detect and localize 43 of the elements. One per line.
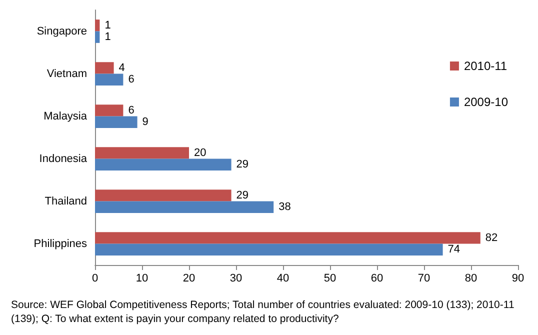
data-label: 6 <box>128 74 134 86</box>
bar <box>95 244 443 256</box>
data-label: 6 <box>128 104 134 116</box>
data-label: 82 <box>485 232 498 244</box>
source-note: Source: WEF Global Competitiveness Reports; Total number of countries evaluated: 2009-10 (133); 2010-11 (139); Q: To what extent is payin your company related to productivity? <box>11 299 518 325</box>
bar <box>95 31 100 43</box>
y-tick-label: Thailand <box>44 195 87 208</box>
bar <box>95 147 189 159</box>
data-label: 4 <box>118 62 125 74</box>
x-tick-label: 10 <box>136 272 148 284</box>
bar <box>95 201 274 213</box>
x-tick-label: 20 <box>182 272 196 284</box>
y-tick-label: Philippines <box>34 238 88 250</box>
x-tick-label: 50 <box>324 272 336 284</box>
y-tick-label: Malaysia <box>44 110 88 122</box>
legend-label: 2009-10 <box>464 95 508 109</box>
x-tick-label: 40 <box>276 272 290 284</box>
data-label: 29 <box>236 189 249 202</box>
y-tick-label: Vietnam <box>46 68 87 80</box>
bar <box>95 104 124 116</box>
y-tick-label: Singapore <box>36 25 87 38</box>
data-label: 74 <box>448 244 460 256</box>
data-label: 29 <box>236 158 249 171</box>
bar <box>95 74 124 86</box>
x-tick-label: 0 <box>92 272 98 284</box>
data-label: 38 <box>278 201 291 214</box>
data-label: 9 <box>142 116 148 128</box>
x-tick-label: 60 <box>370 272 384 284</box>
data-label: 1 <box>104 31 111 44</box>
bar <box>95 190 232 202</box>
x-tick-label: 70 <box>418 272 430 284</box>
bar <box>95 158 232 170</box>
x-tick-label: 30 <box>230 272 242 284</box>
x-tick-label: 90 <box>512 272 524 284</box>
y-tick-label: Indonesia <box>39 152 88 165</box>
data-label: 20 <box>194 146 206 159</box>
bar <box>95 116 138 128</box>
legend-label: 2010-11 <box>464 59 508 73</box>
bar <box>95 20 100 32</box>
bar <box>95 62 114 74</box>
x-tick-label: 80 <box>464 272 478 284</box>
data-label: 1 <box>104 19 111 32</box>
bar <box>95 232 480 244</box>
